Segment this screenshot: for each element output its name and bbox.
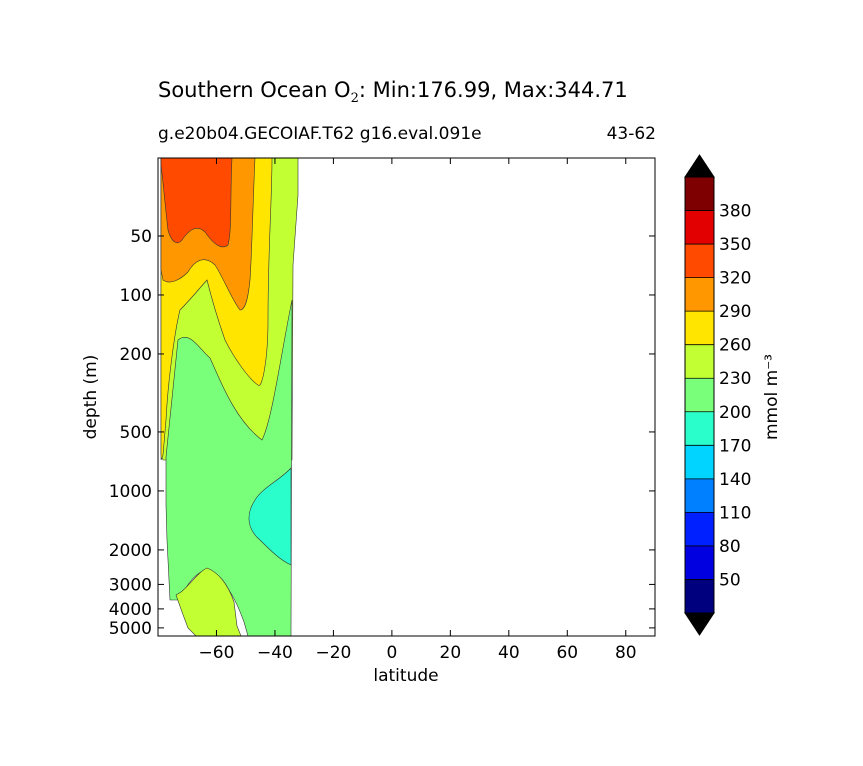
x-axis-ticks: −60 −40 −20 0 20 40 60 80 [199, 158, 637, 663]
contour-region-230-260-deep [175, 567, 242, 636]
y-tick-label: 3000 [109, 575, 152, 595]
colorbar-bin [685, 445, 714, 479]
x-tick-label: −20 [315, 643, 351, 663]
colorbar-tick-label: 50 [719, 570, 741, 590]
colorbar-bin [685, 378, 714, 412]
colorbar-bin [685, 277, 714, 312]
colorbar-tick-label: 290 [719, 302, 751, 322]
y-tick-label: 1000 [109, 482, 152, 502]
colorbar-tick-label: 380 [719, 202, 751, 222]
x-tick-label: 0 [386, 643, 397, 663]
colorbar-bin [685, 579, 714, 613]
colorbar-bin [685, 512, 714, 546]
chart-period: 43-62 [606, 124, 656, 144]
colorbar-bin [685, 177, 714, 211]
contour-region-320-350 [160, 158, 233, 248]
colorbar-bin [685, 244, 714, 278]
colorbar-label: mmol m⁻³ [762, 354, 782, 440]
chart-subtitle: g.e20b04.GECOIAF.T62 g16.eval.091e [158, 124, 482, 144]
colorbar-tick-label: 230 [719, 369, 751, 389]
colorbar-tick-label: 140 [719, 470, 751, 490]
plot-frame [157, 157, 656, 637]
colorbar-bin [685, 478, 714, 513]
x-axis-label: latitude [373, 666, 438, 686]
colorbar-bin [685, 411, 714, 446]
y-tick-label: 50 [130, 227, 152, 247]
colorbar-tick-label: 350 [719, 235, 751, 255]
colorbar-tick-label: 110 [719, 503, 751, 523]
x-tick-label: −60 [199, 643, 235, 663]
y-tick-label: 5000 [109, 619, 152, 639]
colorbar-tick-label: 170 [719, 436, 751, 456]
y-tick-label: 2000 [109, 541, 152, 561]
colorbar-extend-bottom [684, 612, 715, 636]
chart-title: Southern Ocean O2: Min:176.99, Max:344.7… [158, 78, 628, 107]
x-tick-label: 80 [615, 643, 637, 663]
y-tick-label: 200 [120, 345, 152, 365]
colorbar-tick-label: 200 [719, 403, 751, 423]
colorbar-tick-label: 320 [719, 269, 751, 289]
colorbar-extend-top [684, 154, 715, 178]
y-tick-label: 4000 [109, 600, 152, 620]
colorbar-bin [685, 210, 714, 245]
colorbar-bin [685, 545, 714, 580]
colorbar: 50 80 110 140 170 200 230 260 290 320 350 380 mmol m… [684, 154, 782, 636]
x-tick-label: 40 [498, 643, 520, 663]
colorbar-bin [685, 311, 714, 345]
contour-region-170-200 [248, 467, 292, 566]
colorbar-tick-label: 260 [719, 336, 751, 356]
y-axis-label: depth (m) [81, 355, 101, 440]
x-tick-label: 20 [440, 643, 462, 663]
contour-region-200-230 [165, 299, 293, 636]
colorbar-frame [684, 176, 715, 614]
colorbar-bin [685, 344, 714, 379]
colorbar-tick-label: 80 [719, 537, 741, 557]
x-tick-label: −40 [257, 643, 293, 663]
y-tick-label: 500 [120, 423, 152, 443]
x-tick-label: 60 [556, 643, 578, 663]
y-tick-label: 100 [120, 286, 152, 306]
